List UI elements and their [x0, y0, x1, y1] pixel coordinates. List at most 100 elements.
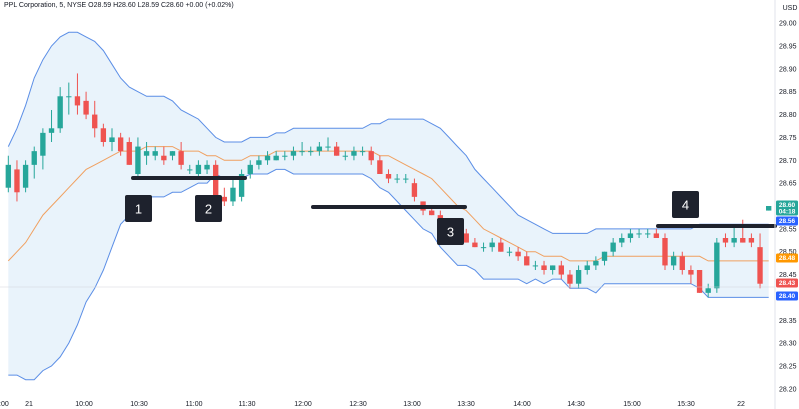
price-tick: 28.95 — [779, 44, 797, 51]
candle-body — [117, 137, 124, 152]
candle — [66, 82, 72, 115]
candle-body — [152, 151, 158, 156]
candle — [584, 260, 590, 275]
candle — [653, 228, 660, 238]
price-badge-bg — [776, 216, 798, 226]
candle — [282, 151, 288, 161]
candle-body — [480, 247, 487, 249]
price-tick: 29.00 — [779, 21, 797, 28]
price-badge-countdown: 04:18 — [779, 209, 796, 216]
candle — [368, 146, 374, 165]
upper-band-line — [7, 31, 769, 234]
candle — [14, 160, 20, 202]
candle — [766, 206, 772, 211]
candle — [662, 233, 668, 270]
candle — [480, 242, 487, 252]
time-tick: 22 — [737, 401, 745, 408]
candle — [256, 155, 262, 170]
price-badge-bg — [776, 278, 798, 288]
candle-body — [31, 151, 37, 165]
candle — [325, 137, 331, 152]
symbol-header: PPL Corporation, 5, NYSE O28.59 H28.60 L… — [4, 2, 234, 9]
candle — [31, 146, 37, 179]
price-badge: 28.43 — [776, 278, 798, 288]
price-badge-bg — [776, 291, 798, 301]
candle — [230, 178, 236, 206]
candle-body — [731, 238, 737, 243]
time-tick: 16:00 — [0, 401, 9, 408]
candle-body — [126, 142, 132, 165]
time-axis[interactable]: 21 10:00 10:30 11:00 11:30 12:00 12:30 13:00 13:… — [0, 401, 745, 408]
candle-body — [66, 96, 72, 98]
candle — [135, 137, 141, 179]
candle — [593, 256, 599, 270]
candle-body — [299, 151, 305, 153]
price-axis[interactable]: 29.00 28.95 28.90 28.85 28.80 28.75 28.70 28.65… — [779, 21, 797, 394]
candle — [333, 142, 340, 156]
candle — [74, 73, 81, 115]
time-tick: 15:00 — [623, 401, 641, 408]
candle-body — [377, 160, 383, 174]
candle — [377, 155, 383, 174]
candle-body — [92, 114, 98, 129]
candle — [316, 142, 323, 156]
candle-body — [515, 251, 521, 257]
candle — [385, 169, 392, 184]
candle — [100, 123, 107, 147]
candle — [5, 155, 11, 193]
candle — [489, 238, 495, 252]
price-badge-bg — [776, 200, 798, 216]
candle-body — [135, 146, 141, 174]
candle-body — [463, 233, 469, 243]
candle-body — [705, 288, 711, 293]
candle-body — [351, 151, 357, 156]
candle-body — [429, 210, 435, 216]
time-tick: 13:30 — [457, 401, 475, 408]
marker-4: 4 — [672, 191, 699, 218]
candle-body — [437, 215, 444, 220]
candle-body — [273, 155, 279, 161]
candle — [541, 260, 547, 275]
candle-body — [40, 132, 46, 156]
candle-body — [653, 233, 660, 238]
candle — [57, 87, 63, 133]
price-tick: 28.35 — [779, 318, 797, 325]
candle — [705, 283, 711, 298]
candle-body — [14, 169, 20, 193]
price-tick: 28.90 — [779, 66, 797, 73]
candle-body — [74, 96, 81, 106]
candle-body — [549, 265, 556, 270]
candle-body — [48, 128, 55, 133]
marker-label: 1 — [135, 202, 142, 217]
candle — [757, 233, 763, 289]
candle — [731, 224, 737, 248]
candle — [195, 160, 202, 179]
time-tick: 10:00 — [75, 401, 93, 408]
candle — [748, 233, 755, 248]
time-tick: 12:00 — [294, 401, 312, 408]
marker-box — [125, 195, 152, 222]
candle-body — [584, 265, 590, 270]
candles — [5, 73, 772, 298]
candle — [714, 238, 720, 293]
candle — [48, 110, 55, 142]
price-badge-label: 28.56 — [779, 218, 796, 225]
candle — [411, 178, 418, 202]
candle — [117, 132, 124, 156]
price-tick: 28.25 — [779, 364, 797, 371]
candle-body — [619, 238, 625, 243]
candle — [273, 151, 279, 161]
candle — [187, 164, 193, 174]
candle — [610, 238, 616, 257]
candle-body — [627, 233, 634, 238]
price-tick: 28.85 — [779, 89, 797, 96]
price-badge: 28.48 — [776, 253, 798, 263]
candle — [679, 251, 685, 275]
candle-body — [748, 238, 755, 243]
marker-label: 4 — [682, 198, 689, 213]
price-tick: 28.20 — [779, 386, 797, 393]
candle-body — [325, 146, 331, 148]
